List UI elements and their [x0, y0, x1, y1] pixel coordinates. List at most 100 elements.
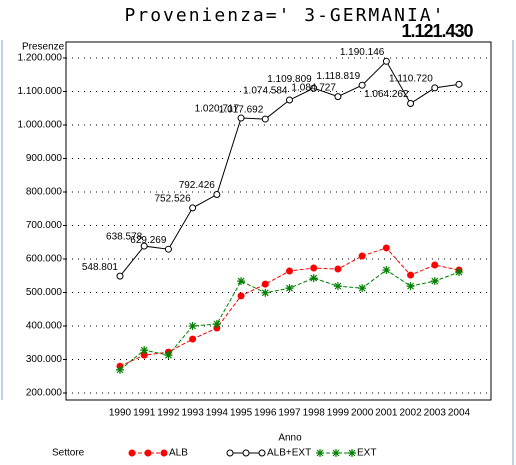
data-label: 1.121.430	[401, 21, 473, 41]
y-tick-label: 1.100.000	[18, 86, 63, 97]
data-point	[431, 84, 439, 92]
data-point	[358, 284, 367, 293]
data-point	[334, 93, 342, 101]
data-point	[310, 84, 318, 92]
y-tick-label: 400.000	[26, 321, 63, 332]
data-label: 1.017.692	[219, 105, 264, 116]
legend-marker	[258, 449, 266, 457]
x-tick-label: 2001	[375, 408, 398, 419]
data-point	[188, 322, 197, 330]
data-point	[116, 272, 124, 280]
data-point	[382, 244, 390, 252]
y-tick-label: 200.000	[26, 388, 63, 399]
data-point	[286, 96, 293, 104]
plot-frame	[65, 41, 492, 401]
x-axis-label: Anno	[278, 433, 302, 444]
data-point	[285, 284, 294, 293]
data-point	[261, 280, 269, 288]
data-point	[212, 319, 221, 328]
data-point	[189, 204, 197, 212]
x-tick-label: 2003	[424, 408, 447, 419]
data-label: 638.578	[106, 232, 143, 243]
data-point	[237, 292, 245, 300]
x-tick-label: 1993	[182, 408, 205, 419]
data-label: 792.426	[179, 180, 216, 191]
legend-label: ALB+EXT	[267, 448, 311, 459]
data-point	[358, 81, 366, 89]
x-tick-label: 1992	[157, 408, 180, 419]
y-tick-label: 500.000	[26, 287, 63, 298]
x-tick-label: 2000	[351, 408, 374, 419]
data-point	[333, 282, 342, 291]
data-point	[358, 252, 366, 260]
data-point	[213, 191, 221, 199]
data-point	[140, 242, 148, 250]
data-point	[286, 267, 293, 275]
data-label: 1.109.809	[267, 74, 312, 85]
x-tick-label: 2002	[399, 408, 422, 419]
legend-marker	[348, 449, 356, 457]
data-label: 548.801	[82, 262, 119, 273]
data-point	[310, 264, 318, 272]
data-label: 1.110.720	[389, 74, 433, 85]
data-point	[334, 265, 342, 273]
data-point	[164, 245, 172, 253]
data-label: 1.190.146	[340, 47, 385, 58]
data-point	[116, 365, 124, 374]
data-point	[189, 335, 197, 343]
data-point	[455, 268, 463, 277]
data-point	[431, 261, 439, 269]
data-label: 1.074.584	[243, 86, 288, 97]
x-tick-label: 1998	[303, 408, 326, 419]
data-point	[406, 282, 415, 291]
x-tick-label: 1995	[230, 408, 253, 419]
data-label: 629.269	[130, 235, 167, 246]
x-tick-label: 1990	[109, 408, 132, 419]
x-tick-label: 1991	[133, 408, 156, 419]
data-point	[237, 277, 246, 286]
legend-marker	[332, 449, 340, 457]
data-label: 1.084.727	[291, 82, 336, 93]
data-point	[455, 80, 463, 88]
data-point	[309, 274, 318, 283]
y-tick-label: 800.000	[26, 187, 63, 198]
x-tick-label: 2004	[448, 408, 471, 419]
y-axis-label: Presenze	[22, 42, 65, 53]
data-point	[237, 114, 245, 122]
data-point	[140, 351, 148, 359]
legend-marker	[128, 449, 136, 457]
y-tick-label: 600.000	[26, 254, 63, 265]
legend-marker	[144, 449, 152, 457]
legend-marker	[226, 449, 234, 457]
x-tick-label: 1996	[254, 408, 277, 419]
legend-marker	[242, 449, 250, 457]
data-point	[261, 288, 270, 297]
data-point	[261, 115, 269, 123]
chart-title: Provenienza=' 3-GERMANIA'	[125, 5, 446, 26]
x-tick-label: 1997	[278, 408, 301, 419]
legend-marker	[160, 449, 168, 457]
data-point	[382, 57, 390, 65]
data-label: 1.064.262	[364, 89, 409, 100]
x-tick-label: 1994	[206, 408, 229, 419]
data-point	[140, 346, 149, 355]
y-tick-label: 1.200.000	[18, 53, 63, 64]
y-tick-label: 900.000	[26, 153, 63, 164]
y-tick-label: 300.000	[26, 354, 63, 365]
legend-marker	[316, 449, 324, 457]
legend-title: Settore	[52, 448, 85, 459]
data-point	[407, 271, 415, 279]
data-label: 752.526	[154, 194, 191, 205]
y-tick-label: 1.000.000	[18, 120, 63, 131]
y-tick-label: 700.000	[26, 220, 63, 231]
legend-label: ALB	[169, 448, 188, 459]
series-line	[119, 247, 460, 367]
data-point	[164, 351, 173, 360]
x-tick-label: 1999	[327, 408, 350, 419]
data-label: 1.020.717	[195, 104, 240, 115]
legend-label: EXT	[357, 448, 376, 459]
data-label: 1.118.819	[316, 71, 360, 82]
data-point	[430, 277, 439, 286]
data-point	[407, 99, 415, 107]
